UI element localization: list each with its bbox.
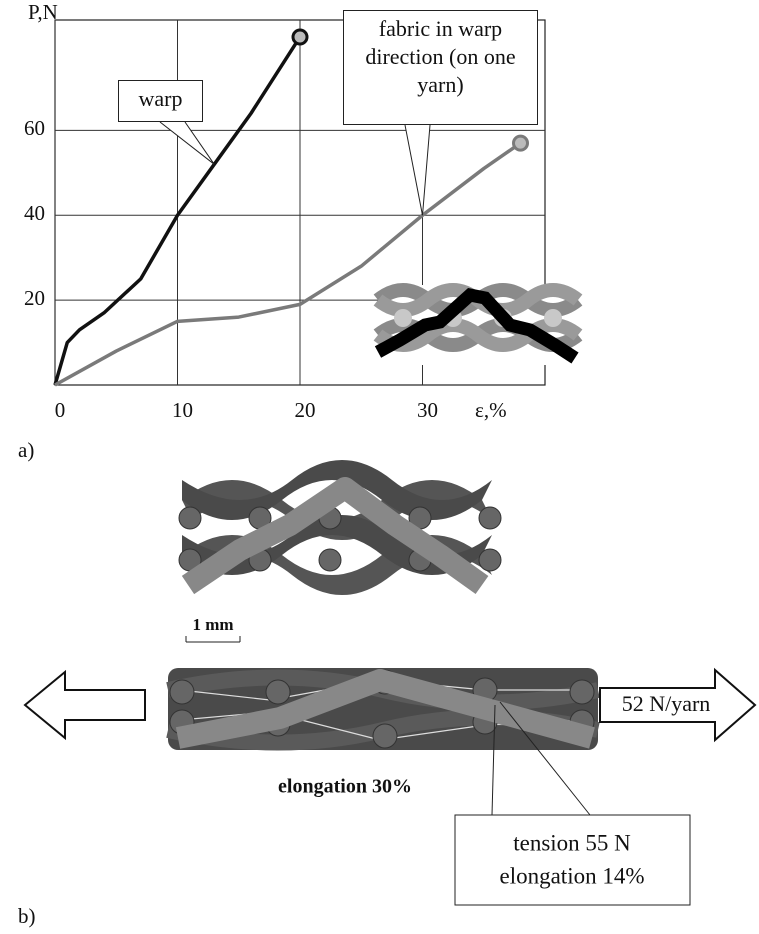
legend-box: warp (118, 80, 203, 122)
panel-label: b) (18, 904, 36, 928)
legend-entry: warp (118, 80, 203, 122)
x-tick-label: 20 (295, 398, 316, 422)
callout: tension 55 N elongation 14% (454, 701, 691, 906)
plot (53, 28, 529, 387)
x-tick-label: 30 (417, 398, 438, 422)
y-tick-label: 60 (24, 116, 45, 140)
end-marker (512, 134, 529, 152)
arrow-left (23, 669, 146, 741)
x-tick-label: 10 (172, 398, 193, 422)
scale-label: 1 mm (192, 615, 233, 634)
series-line (54, 141, 522, 387)
series-line (53, 36, 302, 386)
fabric-relaxed (178, 460, 502, 595)
fabric-stretched (166, 668, 600, 751)
weave-inset (373, 283, 583, 365)
x-axis-label: ε,% (475, 398, 507, 422)
callout-line: elongation 14% (500, 863, 645, 888)
y-tick-label: 20 (24, 286, 45, 310)
arrow-right (599, 667, 757, 743)
panel-label: a) (18, 438, 34, 462)
callout-pointer (404, 124, 431, 216)
end-marker (291, 28, 309, 46)
x-tick-label: 0 (55, 398, 66, 422)
callout-line: tension 55 N (513, 830, 631, 855)
force-label: 52 N/yarn (622, 691, 711, 716)
legend-entry: fabric in warp direction (on one yarn) (343, 10, 538, 125)
callout-pointer (159, 121, 215, 165)
scale-bar: 1 mm (185, 615, 241, 643)
elongation-label: elongation 30% (278, 776, 412, 798)
y-axis-label: P,N (28, 0, 58, 24)
legend-box: fabric in warp direction (on one yarn) (343, 10, 538, 125)
y-tick-label: 40 (24, 201, 45, 225)
